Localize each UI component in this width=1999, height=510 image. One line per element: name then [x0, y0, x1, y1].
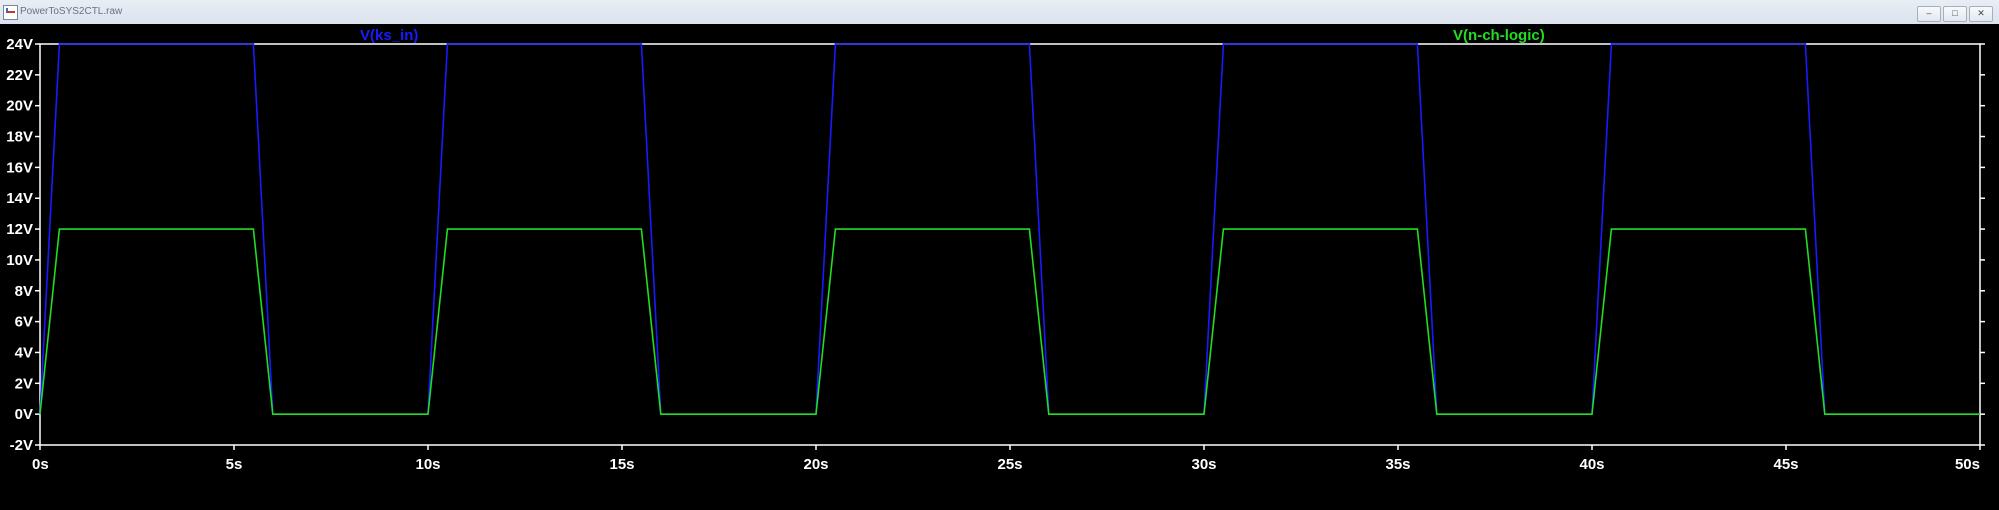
x-tick-label: 50s	[1955, 456, 1980, 473]
plot-traces	[39, 43, 1980, 416]
y-tick-label: 2V	[15, 375, 33, 392]
plot-pane[interactable]	[0, 24, 1999, 510]
plot-border	[39, 43, 1981, 446]
y-tick-label: 22V	[6, 67, 33, 84]
x-tick-label: 45s	[1773, 456, 1798, 473]
plot-axes	[39, 43, 1981, 446]
close-icon[interactable]: ✕	[1969, 6, 1993, 22]
waveform-app-icon	[3, 5, 18, 20]
waveform-chart[interactable]: -2V 0V 2V 4V 6V 8V 10V 12V 14V 16V 18V 20V 22V 24V 0s…	[0, 24, 1999, 510]
y-tick-label: 18V	[6, 129, 33, 146]
y-tick-label: -2V	[10, 437, 33, 454]
x-tick-label: 40s	[1579, 456, 1604, 473]
y-tick-label: 10V	[6, 252, 33, 269]
window-titlebar: PowerToSYS2CTL.raw – □ ✕	[0, 0, 1999, 25]
x-tick-label: 20s	[803, 456, 828, 473]
series-label-v-ks-in[interactable]: V(ks_in)	[360, 27, 418, 44]
x-tick-label: 30s	[1191, 456, 1216, 473]
minimize-icon[interactable]: –	[1917, 6, 1941, 22]
y-tick-label: 6V	[15, 314, 33, 331]
y-tick-label: 14V	[6, 190, 33, 207]
x-tick-label: 15s	[609, 456, 634, 473]
y-tick-label: 16V	[6, 159, 33, 176]
trace-labels: V(ks_in) V(n-ch-logic)	[360, 27, 1545, 44]
y-axis-ticks: -2V 0V 2V 4V 6V 8V 10V 12V 14V 16V 18V 20V 22V 24V	[6, 36, 1985, 454]
y-tick-label: 8V	[15, 283, 33, 300]
x-tick-label: 0s	[32, 456, 49, 473]
y-tick-label: 20V	[6, 98, 33, 115]
y-tick-label: 12V	[6, 221, 33, 238]
x-tick-label: 35s	[1385, 456, 1410, 473]
x-axis-ticks: 0s 5s 10s 15s 20s 25s 30s 35s 40s 45s 50s	[32, 445, 1981, 473]
window-title: PowerToSYS2CTL.raw	[20, 6, 123, 17]
x-tick-label: 5s	[226, 456, 243, 473]
restore-icon[interactable]: □	[1943, 6, 1967, 22]
x-tick-label: 25s	[997, 456, 1022, 473]
y-tick-label: 4V	[15, 344, 33, 361]
x-tick-label: 10s	[415, 456, 440, 473]
series-label-v-n-ch-logic[interactable]: V(n-ch-logic)	[1453, 27, 1545, 44]
series-line-v-n-ch-logic	[39, 228, 1980, 416]
y-tick-label: 24V	[6, 36, 33, 53]
y-tick-label: 0V	[15, 406, 33, 423]
